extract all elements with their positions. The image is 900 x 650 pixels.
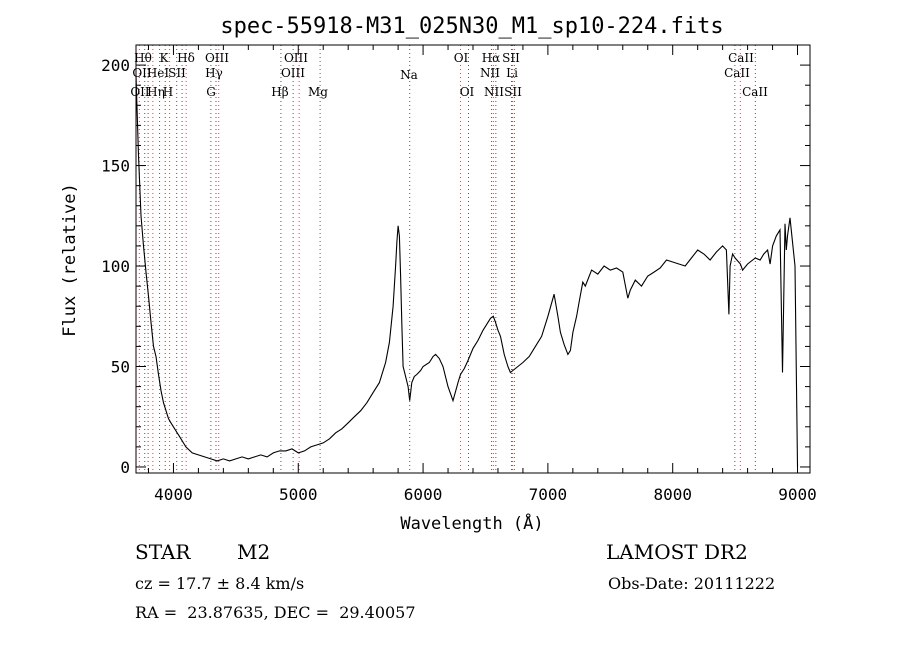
spectral-line-label: OI	[460, 85, 475, 99]
spectral-line-label: CaII	[724, 66, 750, 80]
y-axis-label: Flux (relative)	[60, 183, 80, 337]
spectral-line-label: G	[206, 85, 216, 99]
spectral-line-label: Li	[506, 66, 518, 80]
spectral-line-label: CaII	[728, 51, 754, 65]
x-tick-label: 4000	[154, 485, 193, 504]
spectral-line-label: Hβ	[271, 85, 288, 99]
redshift-velocity: cz = 17.7 ± 8.4 km/s	[135, 574, 305, 593]
spectral-line-label: OII	[130, 85, 150, 99]
spectral-line-label: SII	[502, 51, 520, 65]
spectral-line-label: OIII	[284, 51, 308, 65]
spectral-line-label: Hδ	[177, 51, 195, 65]
spectral-line-label: SII	[504, 85, 522, 99]
x-axis-ticks: 4000 5000 6000 7000 8000 9000	[147, 45, 817, 504]
spectral-line-label: Hα	[482, 51, 501, 65]
sky-coordinates: RA = 23.87635, DEC = 29.40057	[135, 603, 416, 622]
spectral-line-label: Hγ	[205, 66, 223, 80]
spectral-line-label: NII	[480, 66, 500, 80]
x-tick-label: 7000	[529, 485, 568, 504]
spectral-line-markers	[138, 45, 756, 473]
spectral-line-label: CaII	[742, 85, 768, 99]
x-tick-label: 8000	[653, 485, 692, 504]
x-axis-label: Wavelength (Å)	[400, 512, 543, 534]
spectral-line-label: K	[160, 51, 170, 65]
spectral-line-label: Na	[400, 68, 418, 82]
x-tick-label: 6000	[404, 485, 443, 504]
spectral-line-label: HeI	[147, 66, 170, 80]
y-tick-label: 0	[120, 458, 130, 477]
spectral-line-label: OII	[132, 66, 152, 80]
y-tick-label: 200	[101, 56, 130, 75]
spectral-line-label: Hη	[147, 85, 165, 99]
spectral-line-label: SII	[168, 66, 186, 80]
spectral-line-label: Hθ	[134, 51, 152, 65]
y-tick-label: 100	[101, 257, 130, 276]
spectral-line-label: H	[163, 85, 173, 99]
survey-name: LAMOST DR2	[606, 540, 748, 564]
y-tick-label: 150	[101, 157, 130, 176]
observation-date: Obs-Date: 20111222	[608, 574, 776, 593]
chart-title: spec-55918-M31_025N30_M1_sp10-224.fits	[220, 14, 723, 39]
spectral-line-label: OIII	[281, 66, 305, 80]
spectral-line-label: NII	[484, 85, 504, 99]
x-tick-label: 9000	[778, 485, 817, 504]
spectral-line-label: OIII	[205, 51, 229, 65]
spectrum-series-line	[135, 75, 799, 468]
spectral-line-label: OI	[454, 51, 469, 65]
object-class: STAR	[135, 540, 191, 564]
spectral-line-label: Mg	[308, 85, 328, 99]
x-tick-label: 5000	[279, 485, 318, 504]
y-axis-ticks: 0 50 100 150 200	[101, 56, 810, 477]
y-tick-label: 50	[111, 358, 130, 377]
object-subclass: M2	[237, 540, 271, 564]
